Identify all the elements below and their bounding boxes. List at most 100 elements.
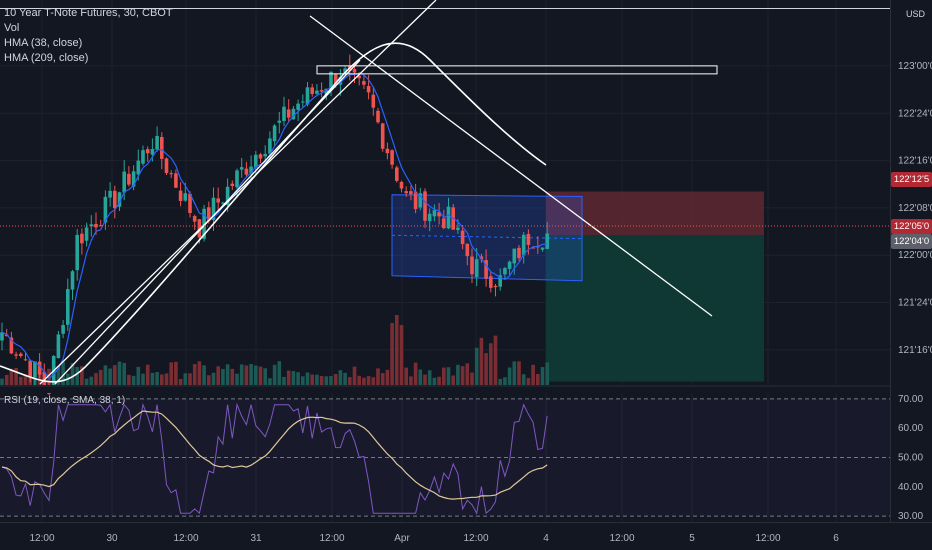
legend-volume[interactable]: Vol: [4, 22, 20, 34]
candle-body: [23, 359, 28, 361]
candle-body: [399, 181, 404, 189]
price-tick-label: 121'16'0: [898, 345, 932, 356]
volume-bar: [202, 365, 206, 385]
volume-bar: [80, 366, 84, 385]
candle-body: [540, 247, 545, 250]
candle-body: [352, 69, 357, 73]
volume-bar: [310, 374, 314, 385]
candle-body: [89, 224, 94, 227]
candle-body: [385, 148, 390, 154]
candle-body: [263, 153, 267, 157]
volume-bar: [141, 373, 145, 385]
time-tick-label: 4: [543, 533, 549, 544]
candle-body: [178, 190, 183, 201]
candle-body: [230, 183, 235, 186]
rsi-tick-label: 60.00: [898, 423, 923, 434]
volume-bar: [362, 377, 366, 385]
channel-midline: [391, 234, 583, 240]
price-tick-label: 122'08'0: [898, 203, 932, 214]
rsi-line: [1, 402, 548, 515]
candle-body: [324, 88, 329, 95]
volume-bar: [221, 368, 225, 385]
volume-bar: [56, 366, 61, 385]
volume-bar: [418, 369, 423, 385]
legend-hma-209[interactable]: HMA (209, close): [4, 52, 89, 64]
candle-body: [216, 198, 220, 203]
volume-bar: [404, 367, 408, 385]
candle-body: [333, 74, 338, 85]
time-tick-label: 12:00: [463, 533, 488, 544]
volume-bar: [183, 373, 188, 385]
volume-bar: [376, 368, 380, 385]
candle-body: [357, 75, 361, 79]
volume-bar: [536, 373, 540, 385]
volume-bar: [521, 374, 526, 385]
price-tick-label: 122'24'0: [898, 108, 932, 119]
volume-bar: [531, 364, 535, 385]
price-tick-label: 122'16'0: [898, 156, 932, 167]
time-tick-label: 12:00: [173, 533, 198, 544]
volume-bar: [9, 368, 14, 385]
candle-body: [197, 219, 202, 238]
rsi-tick-label: 30.00: [898, 511, 923, 522]
volume-bar: [390, 322, 394, 385]
candle-body: [127, 173, 131, 185]
time-tick-label: 12:00: [755, 533, 780, 544]
volume-bar: [89, 376, 94, 385]
volume-bar: [216, 366, 220, 385]
candle-body: [442, 218, 446, 229]
volume-bar: [442, 367, 446, 385]
candle-body: [305, 87, 310, 105]
volume-bar: [507, 367, 512, 385]
candle-body: [366, 86, 371, 93]
candle-body: [145, 149, 150, 154]
candle-body: [423, 191, 427, 221]
volume-bar: [291, 371, 296, 385]
volume-bar: [324, 376, 329, 385]
candle-body: [329, 71, 333, 89]
volume-bar: [413, 362, 418, 385]
volume-bar: [282, 376, 286, 385]
candle-body: [221, 202, 225, 204]
candle-body: [122, 171, 126, 193]
candle-body: [493, 285, 498, 288]
candle-body: [117, 192, 122, 207]
candle-body: [150, 148, 155, 155]
candle-body: [19, 353, 23, 357]
stop-price-tag: 122'12'5: [891, 172, 932, 187]
candle-body: [465, 243, 470, 257]
volume-bar: [470, 372, 474, 385]
volume-bar: [456, 364, 460, 385]
candle-body: [164, 158, 169, 174]
price-tick-label: 121'24'0: [898, 298, 932, 309]
volume-bar: [108, 368, 112, 385]
candle-body: [531, 247, 535, 249]
candle-body: [131, 171, 136, 187]
volume-bar: [512, 361, 517, 385]
candle-body: [113, 190, 117, 209]
candle-body: [282, 106, 286, 121]
volume-bar: [94, 373, 98, 385]
legend-hma-38[interactable]: HMA (38, close): [4, 37, 83, 49]
rsi-ma-line: [1, 410, 548, 500]
rsi-legend[interactable]: RSI (19, close, SMA, 38, 1): [4, 395, 126, 406]
volume-bar: [169, 362, 173, 385]
volume-bar: [399, 324, 404, 385]
volume-bar: [305, 372, 310, 385]
volume-bar: [258, 366, 263, 385]
volume-bar: [437, 376, 441, 385]
uptrend-line-inner: [54, 59, 361, 385]
candle-body: [84, 227, 89, 241]
candle-body: [526, 233, 531, 245]
volume-bar: [254, 365, 258, 385]
volume-bar: [315, 374, 319, 385]
candle-body: [37, 361, 42, 375]
volume-bar: [423, 374, 427, 385]
volume-bar: [498, 378, 502, 385]
candle-body: [258, 154, 263, 159]
symbol-title[interactable]: 10 Year T-Note Futures, 30, CBOT: [4, 7, 173, 19]
candle-body: [61, 325, 65, 334]
candle-body: [42, 371, 47, 385]
candle-body: [160, 137, 164, 159]
